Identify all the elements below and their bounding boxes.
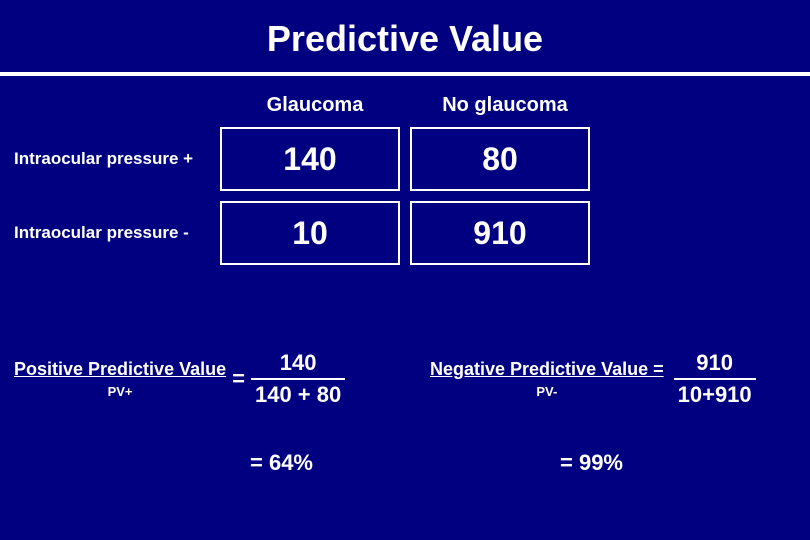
ppv-label-group: Positive Predictive Value PV+ [14,359,226,399]
ppv-fraction: 140 140 + 80 [251,350,345,408]
cell-b2: 910 [410,201,590,265]
npv-numerator: 910 [692,350,737,378]
row-label-iop-minus: Intraocular pressure - [0,223,220,243]
cell-b1: 80 [410,127,590,191]
col-header-glaucoma: Glaucoma [220,94,410,117]
npv-sub: PV- [430,384,664,399]
cell-a2: 10 [220,201,400,265]
ppv-label: Positive Predictive Value [14,359,226,380]
npv-formula: Negative Predictive Value = PV- 910 10+9… [430,350,756,408]
slide-title: Predictive Value [0,0,810,72]
col-header-no-glaucoma: No glaucoma [410,94,600,117]
npv-label: Negative Predictive Value = [430,359,664,380]
ppv-formula: Positive Predictive Value PV+ = 140 140 … [14,350,345,408]
ppv-sub: PV+ [14,384,226,399]
ppv-denominator: 140 + 80 [251,378,345,408]
npv-label-group: Negative Predictive Value = PV- [430,359,664,399]
ppv-equals: = [232,366,245,392]
table-row: Intraocular pressure - 10 910 [0,201,810,265]
title-rule [0,72,810,76]
ppv-result: = 64% [250,450,313,476]
cell-a1: 140 [220,127,400,191]
header-spacer [0,94,220,117]
ppv-numerator: 140 [276,350,321,378]
npv-denominator: 10+910 [674,378,756,408]
row-label-iop-plus: Intraocular pressure + [0,149,220,169]
table-row: Intraocular pressure + 140 80 [0,127,810,191]
column-headers: Glaucoma No glaucoma [0,94,810,117]
npv-result: = 99% [560,450,623,476]
npv-fraction: 910 10+910 [674,350,756,408]
